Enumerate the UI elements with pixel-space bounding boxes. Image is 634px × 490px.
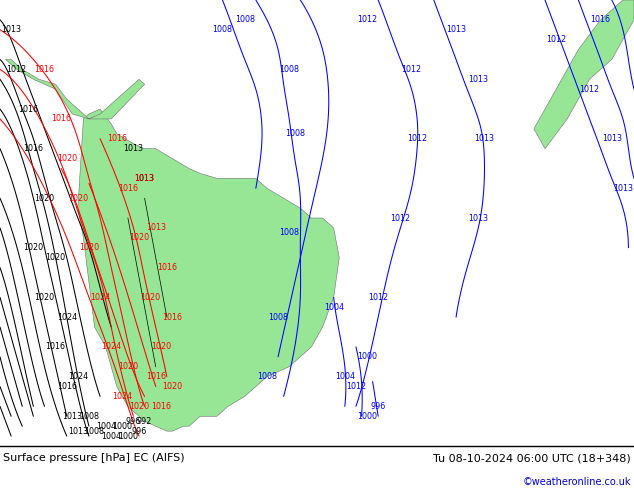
Text: 1013: 1013 xyxy=(613,184,633,193)
Text: 1020: 1020 xyxy=(34,293,55,302)
Text: 1012: 1012 xyxy=(546,35,566,44)
Text: 1012: 1012 xyxy=(346,382,366,391)
Text: 1008: 1008 xyxy=(212,25,233,34)
Text: 996: 996 xyxy=(370,402,386,411)
Text: 1016: 1016 xyxy=(56,382,77,391)
Text: 1016: 1016 xyxy=(152,402,171,411)
Text: 1000: 1000 xyxy=(357,352,377,361)
Text: 1013: 1013 xyxy=(62,412,82,421)
Text: 1008: 1008 xyxy=(235,15,255,24)
Text: 996: 996 xyxy=(126,416,141,426)
Text: Tu 08-10-2024 06:00 UTC (18+348): Tu 08-10-2024 06:00 UTC (18+348) xyxy=(433,453,631,464)
Text: 1004: 1004 xyxy=(335,372,355,381)
Text: 1016: 1016 xyxy=(51,115,71,123)
Text: 1012: 1012 xyxy=(357,15,377,24)
Text: 1013: 1013 xyxy=(134,174,155,183)
Text: 1013: 1013 xyxy=(1,25,21,34)
Text: 1013: 1013 xyxy=(446,25,466,34)
Text: 1024: 1024 xyxy=(90,293,110,302)
Text: 1013: 1013 xyxy=(124,144,143,153)
Text: 1008: 1008 xyxy=(268,313,288,321)
Text: 1020: 1020 xyxy=(56,154,77,163)
Text: 1013: 1013 xyxy=(469,214,488,222)
Text: 1000: 1000 xyxy=(357,412,377,421)
Text: 1013: 1013 xyxy=(474,134,494,143)
Text: 1020: 1020 xyxy=(68,194,88,203)
Polygon shape xyxy=(534,0,634,148)
Text: 1004: 1004 xyxy=(101,432,121,441)
Text: 1020: 1020 xyxy=(34,194,55,203)
Text: 1020: 1020 xyxy=(46,253,66,262)
Text: 1013: 1013 xyxy=(469,75,488,84)
Text: 1000: 1000 xyxy=(118,432,138,441)
Text: Surface pressure [hPa] EC (AIFS): Surface pressure [hPa] EC (AIFS) xyxy=(3,453,184,464)
Text: 1020: 1020 xyxy=(129,233,149,243)
Text: 1016: 1016 xyxy=(591,15,611,24)
Text: 1016: 1016 xyxy=(157,263,177,272)
Text: 1012: 1012 xyxy=(401,65,422,74)
Text: 1016: 1016 xyxy=(107,134,127,143)
Text: 1012: 1012 xyxy=(407,134,427,143)
Text: 992: 992 xyxy=(137,416,152,426)
Text: 1008: 1008 xyxy=(79,412,99,421)
Text: 1004: 1004 xyxy=(96,422,115,431)
Text: 1013: 1013 xyxy=(146,223,165,232)
Text: 1020: 1020 xyxy=(118,362,138,371)
Text: 1020: 1020 xyxy=(129,402,149,411)
Text: 996: 996 xyxy=(131,427,146,436)
Text: 1020: 1020 xyxy=(79,243,99,252)
Text: 1008: 1008 xyxy=(285,129,305,138)
Text: 1012: 1012 xyxy=(579,85,600,94)
Text: 1016: 1016 xyxy=(34,65,55,74)
Text: 1013: 1013 xyxy=(68,427,88,436)
Text: 1016: 1016 xyxy=(146,372,165,381)
Text: ©weatheronline.co.uk: ©weatheronline.co.uk xyxy=(522,477,631,487)
Text: 1020: 1020 xyxy=(140,293,160,302)
Text: 1016: 1016 xyxy=(162,313,183,321)
Text: 1016: 1016 xyxy=(46,343,65,351)
Text: 1013: 1013 xyxy=(602,134,622,143)
Text: 1020: 1020 xyxy=(152,343,171,351)
Text: 1008: 1008 xyxy=(84,427,105,436)
Text: 1013: 1013 xyxy=(134,174,155,183)
Text: 1008: 1008 xyxy=(279,65,299,74)
Text: 1000: 1000 xyxy=(112,422,133,431)
Text: 1004: 1004 xyxy=(324,303,344,312)
Text: 1008: 1008 xyxy=(257,372,277,381)
Polygon shape xyxy=(6,59,145,119)
Text: 1024: 1024 xyxy=(56,313,77,321)
Text: 1024: 1024 xyxy=(101,343,121,351)
Text: 1016: 1016 xyxy=(23,144,43,153)
Text: 1016: 1016 xyxy=(118,184,138,193)
Text: 1020: 1020 xyxy=(162,382,183,391)
Text: 1008: 1008 xyxy=(279,228,299,238)
Text: 1012: 1012 xyxy=(368,293,388,302)
Text: 1020: 1020 xyxy=(23,243,44,252)
Text: 1024: 1024 xyxy=(68,372,88,381)
Polygon shape xyxy=(78,109,339,431)
Text: 1016: 1016 xyxy=(18,104,38,114)
Text: 1012: 1012 xyxy=(391,214,410,222)
Text: 1024: 1024 xyxy=(112,392,133,401)
Text: 1012: 1012 xyxy=(6,65,27,74)
